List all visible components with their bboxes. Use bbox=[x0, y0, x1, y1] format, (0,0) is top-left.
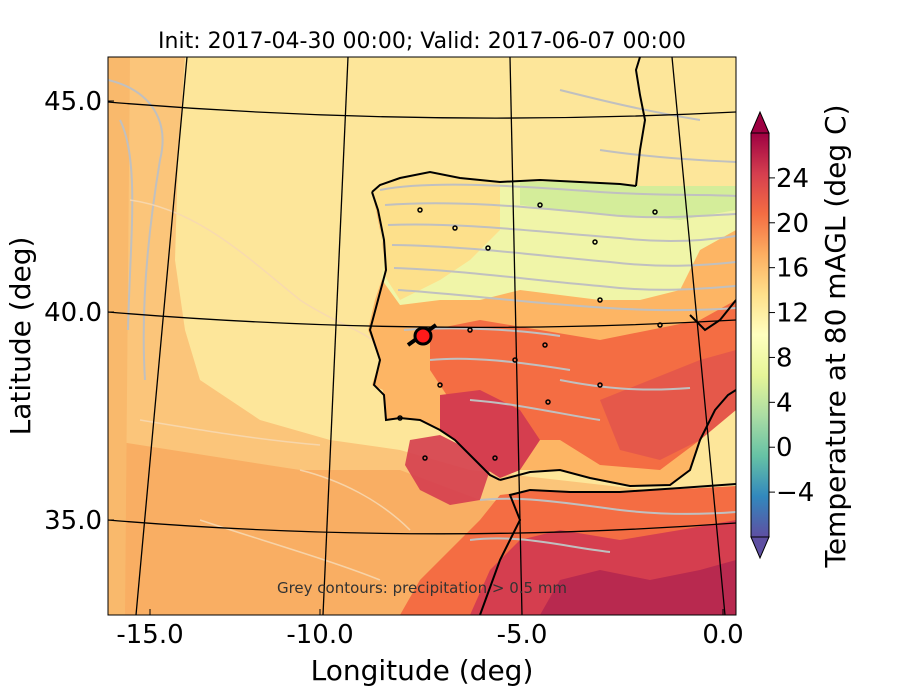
marker-point bbox=[413, 326, 433, 346]
y-axis: 45.0 40.0 35.0 Latitude (deg) bbox=[4, 87, 114, 536]
guadalquivir-hot bbox=[440, 390, 540, 478]
colorbar-body bbox=[750, 132, 770, 538]
site-marker bbox=[406, 323, 438, 347]
meridian-minus5 bbox=[509, 57, 523, 615]
parallel-45 bbox=[108, 101, 736, 119]
coastline bbox=[368, 57, 736, 615]
meridian-minus10 bbox=[322, 57, 349, 615]
colorbar-tick-label: 12 bbox=[776, 299, 809, 329]
colorbar-tick-label: 16 bbox=[776, 254, 809, 284]
x-axis-label: Longitude (deg) bbox=[311, 654, 534, 687]
y-tick-label: 45.0 bbox=[44, 87, 102, 117]
x-tick-label: 0.0 bbox=[702, 620, 743, 650]
elevation-specks bbox=[397, 202, 663, 461]
precip-contours bbox=[108, 79, 736, 553]
colorbar-tick-label: 8 bbox=[776, 343, 793, 373]
temperature-contours bbox=[129, 199, 411, 581]
colorbar: −4 0 4 8 12 16 20 24 Temperature at 80 mAGL (de… bbox=[750, 104, 852, 569]
parallel-35 bbox=[108, 519, 736, 535]
atlas-hot-core bbox=[540, 560, 736, 615]
x-tick-label: -5.0 bbox=[497, 620, 548, 650]
colorbar-tick-label: 20 bbox=[776, 209, 809, 239]
colorbar-extend-max bbox=[750, 110, 770, 134]
meridian-0 bbox=[671, 57, 726, 615]
map-panel: Grey contours: precipitation > 0.5 mm bbox=[108, 57, 736, 615]
colorbar-ticks: −4 0 4 8 12 16 20 24 bbox=[769, 164, 814, 508]
precip-annotation: Grey contours: precipitation > 0.5 mm bbox=[277, 579, 567, 597]
map-title: Init: 2017-04-30 00:00; Valid: 2017-06-0… bbox=[158, 29, 686, 54]
map-frame bbox=[107, 56, 737, 616]
colorbar-tick-label: 4 bbox=[776, 388, 793, 418]
colorbar-label: Temperature at 80 mAGL (deg C) bbox=[819, 104, 852, 568]
meridian-minus15 bbox=[135, 57, 188, 615]
y-tick-label: 40.0 bbox=[44, 298, 102, 328]
colorbar-tick-label: −4 bbox=[776, 478, 814, 508]
y-tick-label: 35.0 bbox=[44, 506, 102, 536]
x-axis: -15.0 -10.0 -5.0 0.0 Longitude (deg) bbox=[116, 609, 744, 687]
x-tick-label: -10.0 bbox=[286, 620, 353, 650]
y-axis-label: Latitude (deg) bbox=[4, 237, 37, 436]
colorbar-extend-min bbox=[750, 536, 770, 560]
x-tick-label: -15.0 bbox=[116, 620, 183, 650]
colorbar-tick-label: 24 bbox=[776, 164, 809, 194]
colorbar-tick-label: 0 bbox=[776, 433, 793, 463]
sea-band-west bbox=[108, 57, 130, 615]
